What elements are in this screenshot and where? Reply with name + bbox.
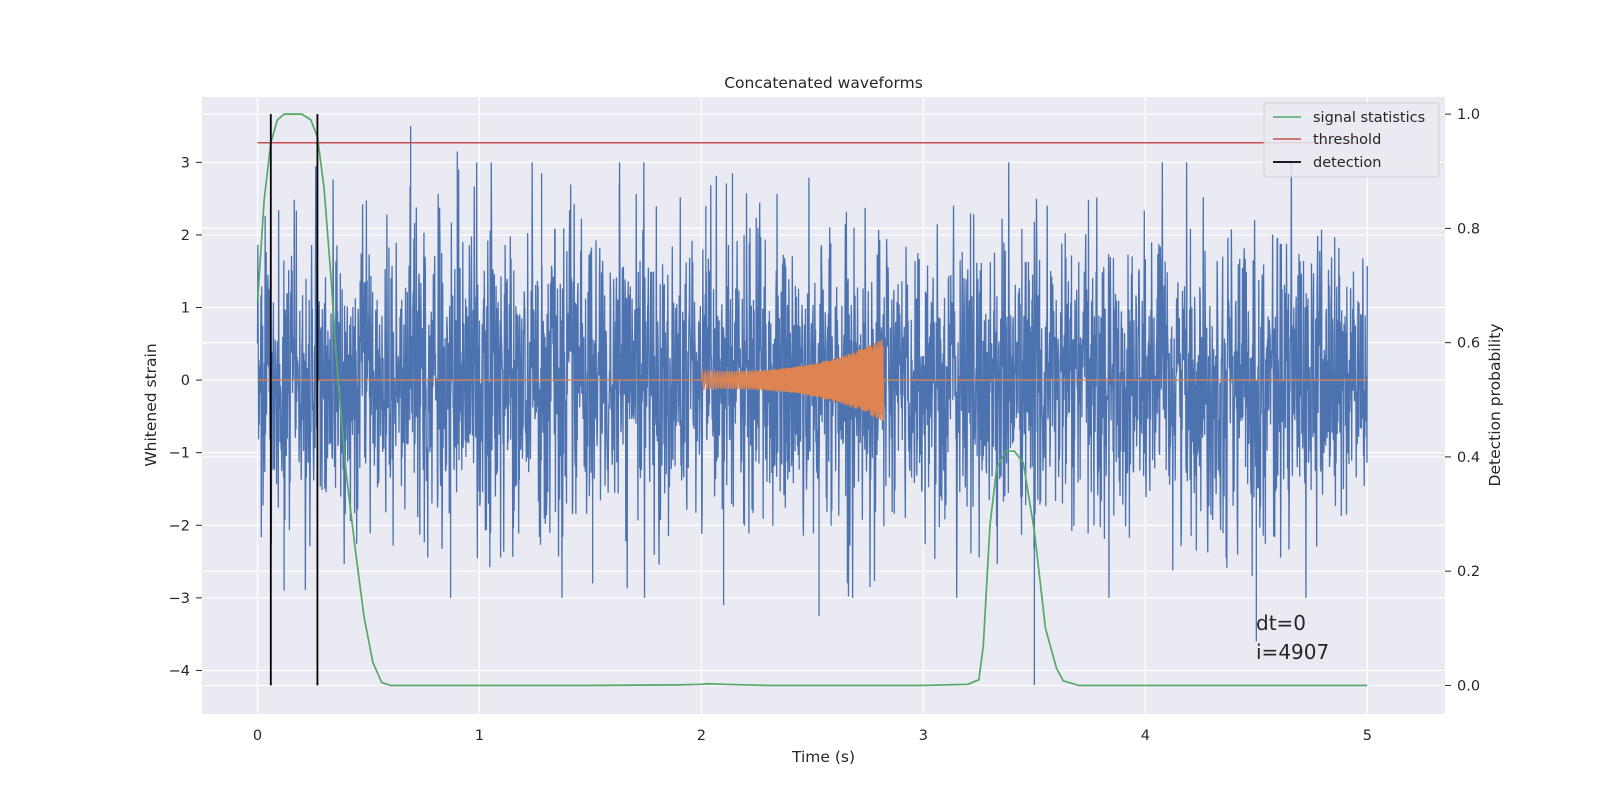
series-signal-statistics-line <box>256 113 1368 687</box>
y2-tick-label: 0.0 <box>1457 678 1480 694</box>
data-layer <box>256 113 1368 687</box>
chart-title: Concatenated waveforms <box>724 74 923 92</box>
series-chirp-line <box>257 339 1368 422</box>
y2-tick-label: 0.2 <box>1457 564 1480 580</box>
y-tick-label: −1 <box>169 446 190 462</box>
y-tick-label: −4 <box>169 663 190 679</box>
legend-label-threshold: threshold <box>1313 132 1381 148</box>
x-tick-label: 4 <box>1141 728 1150 744</box>
y-tick-label: 2 <box>181 228 190 244</box>
legend-box <box>1263 102 1440 178</box>
x-tick-label: 5 <box>1363 728 1372 744</box>
x-tick-label: 2 <box>697 728 706 744</box>
y2-tick-label: 0.4 <box>1457 450 1480 466</box>
y2-tick-label: 0.6 <box>1457 336 1480 352</box>
y-axis-label: Whitened strain <box>142 343 160 466</box>
annotation-i: i=4907 <box>1256 640 1329 664</box>
y-tick-label: 0 <box>181 373 190 389</box>
legend: signal statistics threshold detection <box>1263 102 1440 178</box>
y2-axis-label: Detection probability <box>1486 324 1504 487</box>
y2-tick-label: 0.8 <box>1457 221 1480 237</box>
legend-label-detection: detection <box>1313 155 1381 171</box>
y2-tick-label: 1.0 <box>1457 107 1480 123</box>
ticks: 0 1 2 3 4 5 3 2 1 0 −1 −2 −3 −4 1.0 0.8 0.6 0.4 0.2 0.0 <box>169 107 1480 744</box>
annotation-dt: dt=0 <box>1256 611 1306 635</box>
x-axis-label: Time (s) <box>791 748 855 766</box>
y-tick-label: −3 <box>169 591 190 607</box>
x-tick-label: 3 <box>919 728 928 744</box>
x-tick-label: 0 <box>253 728 262 744</box>
y-tick-label: 3 <box>181 155 190 171</box>
y-tick-label: 1 <box>181 301 190 317</box>
x-tick-label: 1 <box>475 728 484 744</box>
legend-label-signal-statistics: signal statistics <box>1313 110 1425 126</box>
y-tick-label: −2 <box>169 518 190 534</box>
